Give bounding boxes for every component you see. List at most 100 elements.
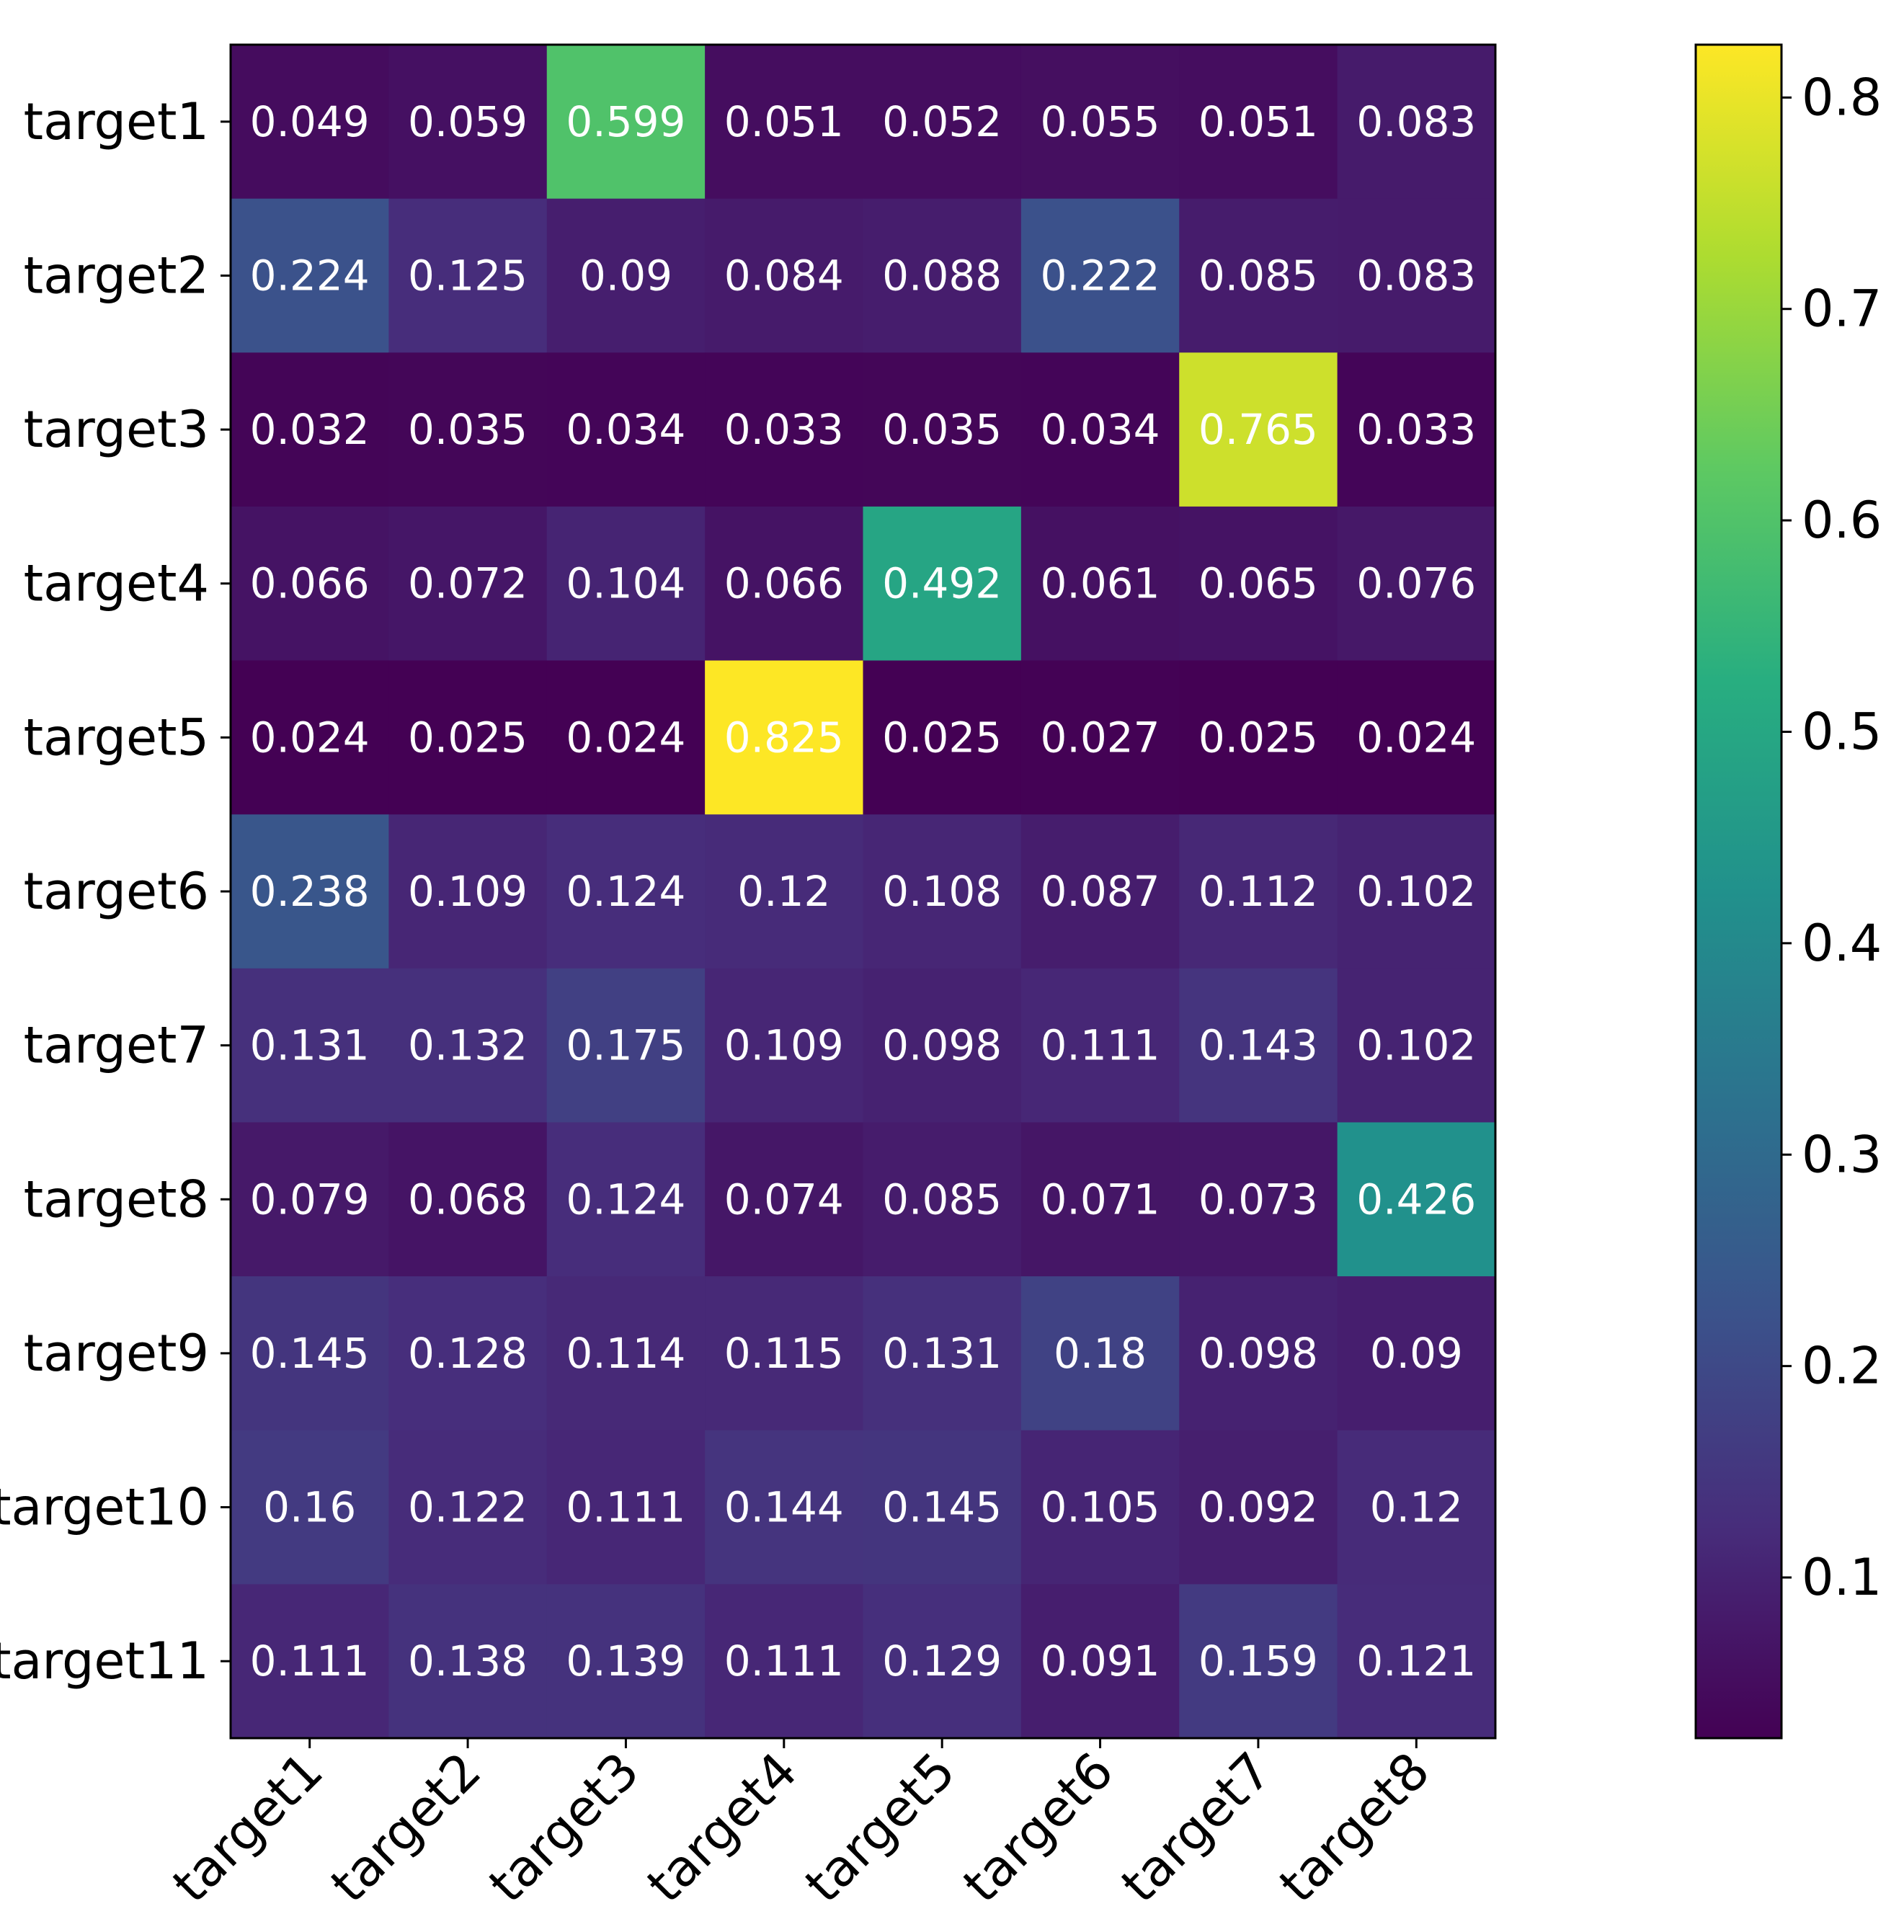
y-tick-label: target6 — [24, 862, 209, 921]
cell-value-label: 0.144 — [724, 1483, 844, 1532]
heatmap-cell-labels: 0.049 0.059 0.599 0.051 0.052 0.055 0.051 0.083… — [250, 97, 1477, 1686]
heatmap-cell — [388, 352, 548, 507]
x-tick-label: target4 — [636, 1741, 809, 1914]
cell-value-label: 0.111 — [1041, 1021, 1160, 1070]
colorbar-tick-label: 0.1 — [1802, 1548, 1882, 1607]
heatmap-cell — [546, 660, 706, 815]
heatmap-cell — [863, 1122, 1022, 1277]
heatmap-cell — [1179, 1430, 1338, 1585]
heatmap-cell — [863, 352, 1022, 507]
heatmap-cell — [546, 45, 706, 200]
cell-value-label: 0.025 — [408, 713, 528, 762]
colorbar-tick-label: 0.2 — [1802, 1337, 1882, 1396]
cell-value-label: 0.132 — [408, 1021, 528, 1070]
heatmap-cell — [705, 1430, 864, 1585]
y-tick-label: target3 — [24, 400, 209, 459]
x-tick-label: target5 — [793, 1741, 966, 1914]
cell-value-label: 0.12 — [737, 867, 830, 916]
cell-value-label: 0.035 — [882, 405, 1002, 454]
heatmap-cell — [231, 1430, 389, 1585]
cell-value-label: 0.051 — [724, 97, 844, 146]
heatmap-cell — [388, 1122, 548, 1277]
cell-value-label: 0.102 — [1356, 867, 1476, 916]
cell-value-label: 0.426 — [1356, 1175, 1476, 1224]
cell-value-label: 0.024 — [566, 713, 685, 762]
heatmap-cell — [863, 968, 1022, 1123]
heatmap-cell — [1020, 968, 1180, 1123]
cell-value-label: 0.083 — [1356, 251, 1476, 300]
cell-value-label: 0.599 — [566, 97, 685, 146]
cell-value-label: 0.098 — [1198, 1329, 1318, 1378]
heatmap-cell — [1020, 506, 1180, 662]
heatmap-cell — [1337, 198, 1496, 353]
cell-value-label: 0.111 — [250, 1637, 370, 1686]
y-tick-label: target10 — [0, 1478, 209, 1537]
heatmap-cell — [1337, 968, 1496, 1123]
heatmap-cell — [388, 968, 548, 1123]
cell-value-label: 0.143 — [1198, 1021, 1318, 1070]
cell-value-label: 0.111 — [724, 1637, 844, 1686]
cell-value-label: 0.175 — [566, 1021, 685, 1070]
cell-value-label: 0.066 — [250, 559, 370, 608]
cell-value-label: 0.085 — [1198, 251, 1318, 300]
heatmap-cell — [1020, 1430, 1180, 1585]
cell-value-label: 0.076 — [1356, 559, 1476, 608]
heatmap-cell — [705, 1122, 864, 1277]
heatmap-cell — [1179, 1584, 1338, 1739]
heatmap-cell — [863, 814, 1022, 969]
heatmap-cell — [1337, 45, 1496, 200]
heatmap-cell — [1020, 814, 1180, 969]
colorbar-ticks: 0.1 0.2 0.3 0.4 0.5 0.6 0.7 0.8 — [1781, 68, 1882, 1607]
heatmap-cell — [388, 1276, 548, 1431]
x-axis: target1target2target3target4target5targe… — [161, 1738, 1441, 1914]
y-tick-label: target8 — [24, 1170, 209, 1229]
cell-value-label: 0.032 — [250, 405, 370, 454]
cell-value-label: 0.492 — [882, 559, 1002, 608]
heatmap-cell — [705, 660, 864, 815]
cell-value-label: 0.131 — [250, 1021, 370, 1070]
cell-value-label: 0.139 — [566, 1637, 685, 1686]
colorbar-tick-label: 0.5 — [1802, 702, 1882, 761]
x-tick-label: target8 — [1268, 1741, 1441, 1914]
heatmap-cell — [1179, 1122, 1338, 1277]
heatmap-cell — [705, 814, 864, 969]
heatmap-cell — [231, 506, 389, 662]
heatmap-cell — [546, 1276, 706, 1431]
heatmap-cell — [705, 45, 864, 200]
heatmap-cell — [388, 45, 548, 200]
cell-value-label: 0.034 — [1041, 405, 1160, 454]
heatmap-cell — [1337, 1276, 1496, 1431]
cell-value-label: 0.087 — [1041, 867, 1160, 916]
cell-value-label: 0.071 — [1041, 1175, 1160, 1224]
heatmap-cell — [863, 198, 1022, 353]
y-tick-label: target2 — [24, 246, 209, 305]
cell-value-label: 0.085 — [882, 1175, 1002, 1224]
cell-value-label: 0.033 — [724, 405, 844, 454]
heatmap-cell — [1179, 1276, 1338, 1431]
heatmap-cell — [388, 814, 548, 969]
y-tick-label: target9 — [24, 1324, 209, 1383]
heatmap-cell — [388, 506, 548, 662]
cell-value-label: 0.068 — [408, 1175, 528, 1224]
cell-value-label: 0.102 — [1356, 1021, 1476, 1070]
heatmap-cell — [231, 1584, 389, 1739]
heatmap-cell — [1337, 1430, 1496, 1585]
cell-value-label: 0.051 — [1198, 97, 1318, 146]
cell-value-label: 0.112 — [1198, 867, 1318, 916]
y-tick-label: target5 — [24, 708, 209, 767]
cell-value-label: 0.098 — [882, 1021, 1002, 1070]
heatmap-cell — [863, 1430, 1022, 1585]
cell-value-label: 0.145 — [250, 1329, 370, 1378]
cell-value-label: 0.065 — [1198, 559, 1318, 608]
heatmap-cell — [1337, 1122, 1496, 1277]
heatmap-cell — [1179, 506, 1338, 662]
cell-value-label: 0.125 — [408, 251, 528, 300]
heatmap-cell — [1020, 1276, 1180, 1431]
cell-value-label: 0.033 — [1356, 405, 1476, 454]
cell-value-label: 0.083 — [1356, 97, 1476, 146]
x-tick-label: target3 — [477, 1741, 650, 1914]
heatmap-cell — [546, 814, 706, 969]
heatmap-cell — [546, 968, 706, 1123]
cell-value-label: 0.105 — [1041, 1483, 1160, 1532]
